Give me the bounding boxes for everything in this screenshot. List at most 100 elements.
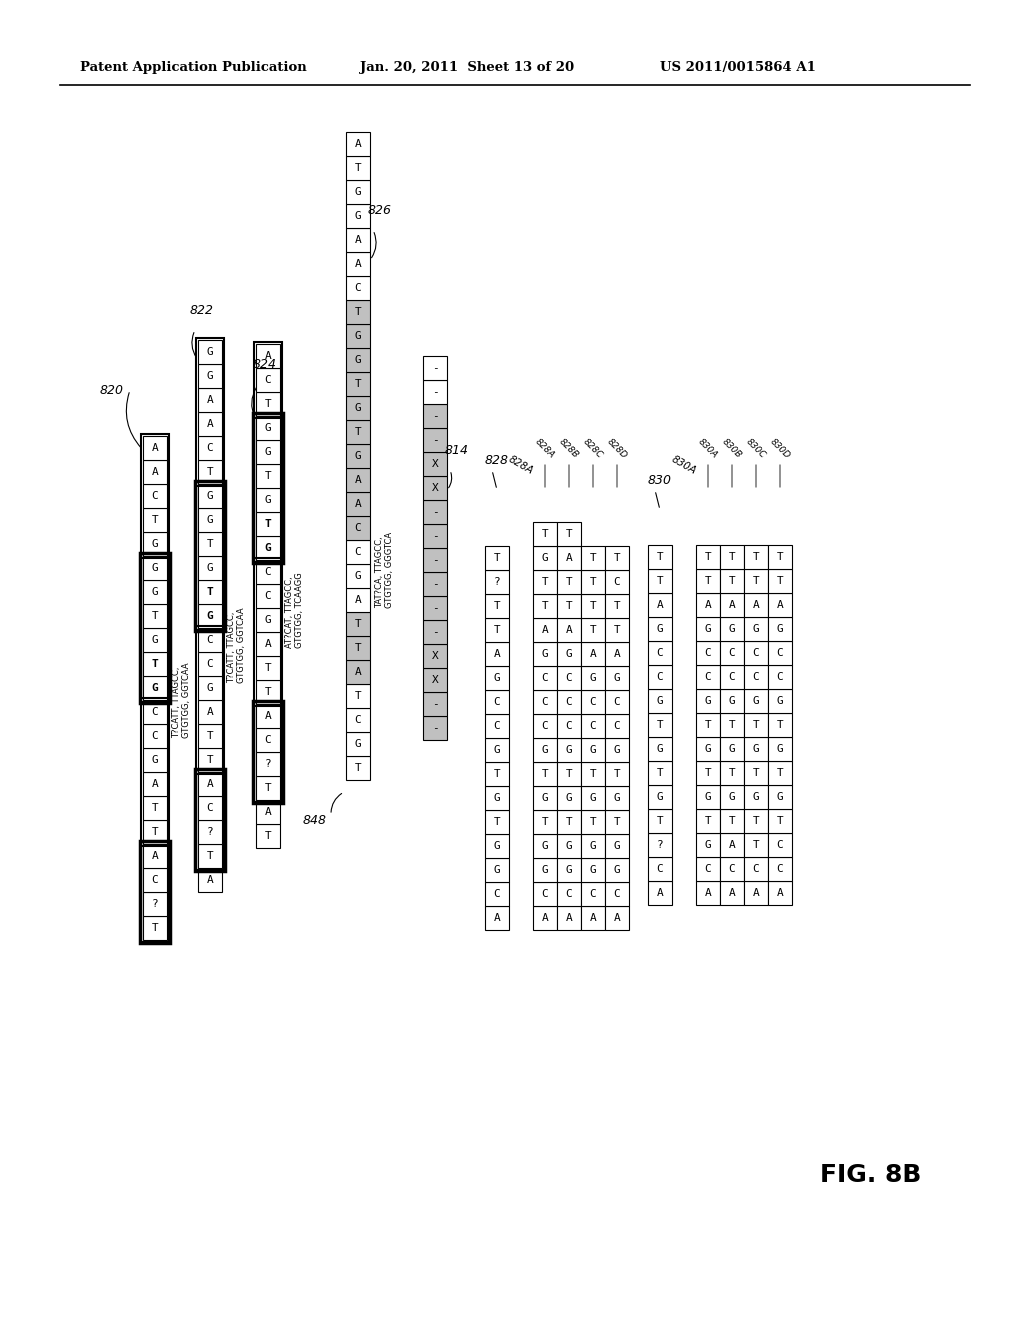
Text: T: T <box>590 770 596 779</box>
Bar <box>346 516 370 540</box>
Bar <box>256 824 280 847</box>
Text: C: C <box>590 888 596 899</box>
Bar <box>346 180 370 205</box>
Bar <box>256 536 280 560</box>
Text: C: C <box>494 721 501 731</box>
Text: G: G <box>542 841 549 851</box>
Text: T: T <box>565 817 572 828</box>
Bar <box>744 833 768 857</box>
Bar <box>423 692 447 715</box>
Text: C: C <box>542 697 549 708</box>
Text: A: A <box>354 259 361 269</box>
Bar <box>196 626 224 774</box>
Text: T: T <box>590 624 596 635</box>
Text: C: C <box>776 840 783 850</box>
Bar <box>720 665 744 689</box>
Text: C: C <box>565 673 572 682</box>
Text: US 2011/0015864 A1: US 2011/0015864 A1 <box>660 62 816 74</box>
Bar <box>256 465 280 488</box>
Text: G: G <box>613 865 621 875</box>
Bar <box>195 770 225 871</box>
Bar <box>605 810 629 834</box>
Bar <box>256 440 280 465</box>
Bar <box>696 713 720 737</box>
Bar <box>648 880 672 906</box>
Bar <box>346 660 370 684</box>
Text: T: T <box>152 923 159 933</box>
Text: T: T <box>152 828 159 837</box>
Bar <box>196 770 224 870</box>
Bar <box>605 714 629 738</box>
Text: G: G <box>705 792 712 803</box>
Text: G: G <box>729 696 735 706</box>
Text: C: C <box>656 648 664 657</box>
Text: T: T <box>613 817 621 828</box>
Bar <box>143 796 167 820</box>
Bar <box>254 414 282 562</box>
Text: -: - <box>432 507 438 517</box>
Bar <box>557 642 581 667</box>
Bar <box>198 605 222 628</box>
Bar <box>534 714 557 738</box>
Bar <box>346 205 370 228</box>
Text: A: A <box>565 913 572 923</box>
Text: ?: ? <box>152 899 159 909</box>
Text: T: T <box>729 576 735 586</box>
Text: FIG. 8B: FIG. 8B <box>820 1163 922 1187</box>
Text: AT?CAT, TTAGCC,
GTGTGG, TCAAGG: AT?CAT, TTAGCC, GTGTGG, TCAAGG <box>285 572 304 648</box>
Bar <box>196 338 224 486</box>
Bar <box>141 698 169 846</box>
Bar <box>198 796 222 820</box>
Text: A: A <box>152 467 159 477</box>
Bar <box>346 733 370 756</box>
Bar <box>557 858 581 882</box>
Text: T: T <box>613 553 621 564</box>
Text: G: G <box>590 841 596 851</box>
Bar <box>534 762 557 785</box>
Text: A: A <box>542 913 549 923</box>
Bar <box>605 834 629 858</box>
Bar <box>256 488 280 512</box>
Bar <box>768 665 792 689</box>
Bar <box>423 500 447 524</box>
Text: C: C <box>705 672 712 682</box>
Text: X: X <box>432 675 438 685</box>
Bar <box>143 605 167 628</box>
Text: C: C <box>542 888 549 899</box>
Text: -: - <box>432 723 438 733</box>
Text: A: A <box>753 888 760 898</box>
Text: T: T <box>753 719 760 730</box>
Bar <box>534 570 557 594</box>
Bar <box>141 554 169 702</box>
Bar <box>423 572 447 597</box>
Text: G: G <box>494 744 501 755</box>
Text: A: A <box>354 595 361 605</box>
Text: A: A <box>590 649 596 659</box>
Text: TAT?CA, TTAGCC,
GTGTGG, GGGTCA: TAT?CA, TTAGCC, GTGTGG, GGGTCA <box>375 532 394 609</box>
Bar <box>720 593 744 616</box>
Text: T: T <box>354 308 361 317</box>
Text: G: G <box>753 696 760 706</box>
Bar <box>648 689 672 713</box>
Bar <box>140 841 170 942</box>
Text: A: A <box>264 711 271 721</box>
Bar <box>696 857 720 880</box>
Bar <box>696 809 720 833</box>
Text: X: X <box>432 483 438 492</box>
Text: C: C <box>590 721 596 731</box>
Text: A: A <box>613 649 621 659</box>
Text: A: A <box>152 444 159 453</box>
Bar <box>195 480 225 631</box>
Text: C: C <box>753 672 760 682</box>
Bar <box>143 676 167 700</box>
Text: G: G <box>753 792 760 803</box>
Bar <box>143 556 167 579</box>
Bar <box>423 451 447 477</box>
Bar <box>423 380 447 404</box>
Bar <box>534 810 557 834</box>
Text: A: A <box>729 840 735 850</box>
Bar <box>557 521 581 546</box>
Text: A: A <box>656 601 664 610</box>
Bar <box>648 616 672 642</box>
Text: G: G <box>565 841 572 851</box>
